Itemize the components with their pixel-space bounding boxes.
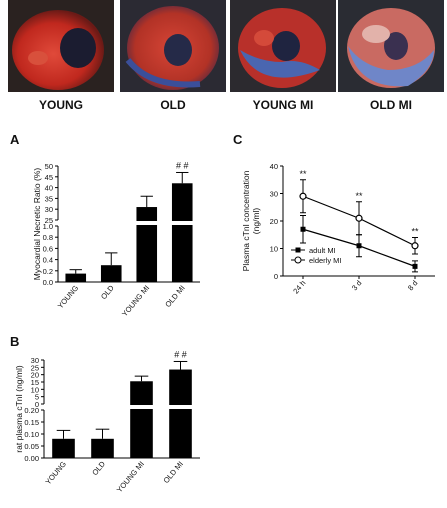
bar xyxy=(136,207,158,282)
x-tick-label: OLD MI xyxy=(162,460,186,486)
photo-label-old: OLD xyxy=(160,98,186,112)
bar-break xyxy=(129,405,154,409)
chart-panel-c: C Plasma cTnI concentration (ng/ml) 0 10 20 30… xyxy=(233,132,435,296)
x-tick-label: OLD xyxy=(99,283,116,301)
legend-marker xyxy=(295,247,301,253)
y-tick-label: 0 xyxy=(274,272,278,281)
y-tick-label-upper: 0 xyxy=(35,400,39,409)
y-tick-label-upper: 20 xyxy=(31,371,39,380)
x-tick-label: YOUNG xyxy=(43,459,68,486)
y-tick-label-upper: 30 xyxy=(31,356,39,365)
x-tick-label: YOUNG MI xyxy=(120,284,151,319)
bar xyxy=(169,369,192,458)
panel-letter: C xyxy=(233,132,243,147)
x-tick-label: OLD xyxy=(90,459,107,477)
y-tick-label-upper: 5 xyxy=(35,393,39,402)
y-axis-label: Plasma cTnI concentration xyxy=(241,170,251,271)
y-tick-label-lower: 0.05 xyxy=(24,442,39,451)
data-point xyxy=(411,242,419,250)
photo-label-young: YOUNG xyxy=(38,98,83,112)
data-point xyxy=(356,243,362,249)
bar xyxy=(65,273,87,282)
significance-annotation: ** xyxy=(411,227,419,237)
bar-break xyxy=(170,221,194,225)
photo-old-image xyxy=(120,0,226,92)
bar xyxy=(130,381,153,458)
y-tick-label-upper: 40 xyxy=(45,184,53,193)
bar xyxy=(52,438,75,458)
bar xyxy=(100,265,122,282)
panel-letter: A xyxy=(10,132,20,147)
y-tick-label-upper: 50 xyxy=(45,162,53,171)
x-tick-label: 24 h xyxy=(291,279,307,296)
photo-label-young-mi: YOUNG MI xyxy=(252,98,314,112)
y-tick-label-upper: 35 xyxy=(45,194,53,203)
y-tick-label-lower: 0.20 xyxy=(24,406,39,415)
y-tick-label: 20 xyxy=(270,217,278,226)
bar-break xyxy=(168,405,193,409)
significance-annotation: # # xyxy=(176,160,189,170)
y-axis-label: rat plasma cTnI (ng/ml) xyxy=(14,365,24,453)
photo-old-mi-image xyxy=(338,0,444,92)
y-tick-label-lower: 0.2 xyxy=(43,267,53,276)
y-tick-label-lower: 0.8 xyxy=(43,233,53,242)
y-tick-label-lower: 1.0 xyxy=(43,222,53,231)
photo-young-mi-image xyxy=(230,0,336,92)
y-tick-label-upper: 30 xyxy=(45,205,53,214)
y-tick-label-lower: 0.15 xyxy=(24,418,39,427)
x-tick-label: 8 d xyxy=(406,279,420,293)
bar xyxy=(91,438,114,458)
photo-label-old-mi: OLD MI xyxy=(370,98,412,112)
legend-label: elderly MI xyxy=(309,256,342,265)
significance-annotation: ** xyxy=(299,169,307,179)
x-tick-label: YOUNG xyxy=(56,283,81,310)
x-tick-label: OLD MI xyxy=(163,284,187,310)
x-tick-label: YOUNG MI xyxy=(115,460,146,495)
y-tick-label-lower: 0.10 xyxy=(24,430,39,439)
y-tick-label-upper: 45 xyxy=(45,173,53,182)
x-tick-label: 3 d xyxy=(350,279,364,293)
bar-break xyxy=(135,221,159,225)
y-axis-label: (ng/ml) xyxy=(251,208,261,235)
photo-young-mi xyxy=(230,0,336,92)
y-tick-label-lower: 0.00 xyxy=(24,454,39,463)
photo-old xyxy=(120,0,226,92)
significance-annotation: # # xyxy=(174,349,187,359)
y-tick-label-upper: 15 xyxy=(31,378,39,387)
data-point xyxy=(412,263,418,269)
y-tick-label: 30 xyxy=(270,190,278,199)
y-tick-label-lower: 0.0 xyxy=(43,278,53,287)
data-point xyxy=(300,226,306,232)
photo-young-image xyxy=(8,0,114,92)
data-point xyxy=(355,214,363,222)
photo-young xyxy=(8,0,114,92)
significance-annotation: ** xyxy=(355,191,363,201)
y-tick-label-upper: 10 xyxy=(31,385,39,394)
y-tick-label: 40 xyxy=(270,162,278,171)
panel-letter: B xyxy=(10,334,19,349)
y-tick-label-upper: 25 xyxy=(45,216,53,225)
y-tick-label-lower: 0.6 xyxy=(43,244,53,253)
y-tick-label-lower: 0.4 xyxy=(43,256,53,265)
legend-marker xyxy=(294,256,302,264)
legend-label: adult MI xyxy=(309,246,336,255)
y-tick-label: 10 xyxy=(270,245,278,254)
y-axis-label: Myocardial Necretic Ratio (%) xyxy=(32,168,42,281)
bar xyxy=(171,183,193,282)
y-tick-label-upper: 25 xyxy=(31,363,39,372)
photo-old-mi xyxy=(338,0,444,92)
data-point xyxy=(299,192,307,200)
